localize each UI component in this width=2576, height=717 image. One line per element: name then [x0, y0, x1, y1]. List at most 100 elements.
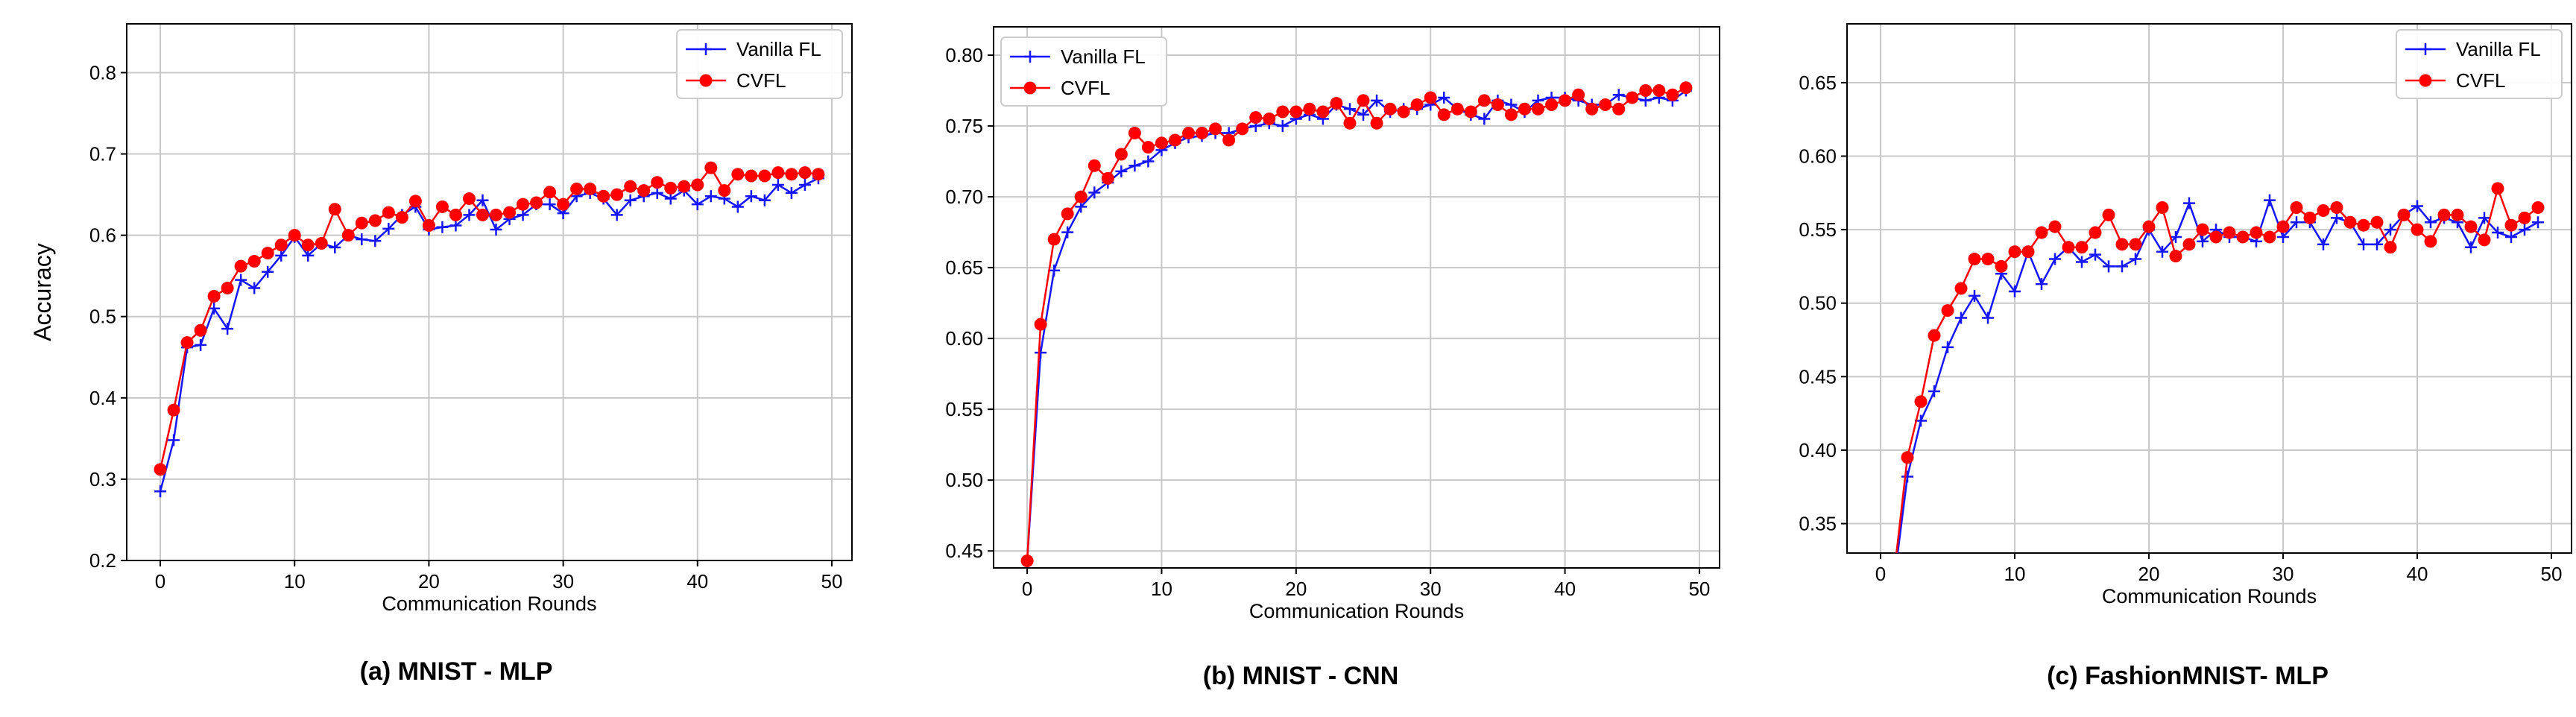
cvfl-point — [1612, 102, 1626, 116]
vanilla-fl-point — [1982, 312, 1994, 324]
legend-swatch-marker — [2419, 74, 2432, 87]
cvfl-point — [1289, 105, 1303, 119]
vanilla-fl-point — [1115, 165, 1128, 177]
cvfl-point — [2062, 241, 2075, 254]
legend-swatch-marker — [699, 74, 713, 87]
legend-label: CVFL — [1061, 77, 1110, 99]
cvfl-point — [1276, 105, 1289, 119]
vanilla-fl-point — [2425, 216, 2437, 229]
vanilla-fl-point — [2465, 241, 2477, 253]
vanilla-fl-point — [1128, 159, 1141, 172]
x-tick-label: 20 — [1285, 578, 1307, 600]
cvfl-point — [1196, 127, 1209, 140]
vanilla-fl-point — [1035, 347, 1047, 359]
vanilla-fl-point — [691, 198, 704, 211]
cvfl-point — [328, 203, 341, 216]
cvfl-point — [2518, 211, 2531, 224]
cvfl-point — [570, 182, 584, 195]
cvfl-point — [1263, 113, 1276, 126]
cvfl-point — [2021, 245, 2035, 259]
vanilla-fl-point — [221, 323, 234, 335]
vanilla-fl-point — [771, 179, 784, 191]
vanilla-fl-point — [798, 179, 811, 191]
vanilla-fl-point — [2009, 285, 2021, 297]
cvfl-point — [664, 181, 678, 195]
vanilla-fl-point — [2103, 260, 2115, 273]
plot-frame — [1846, 23, 2572, 554]
x-axis-label: Communication Rounds — [382, 593, 596, 615]
cvfl-point — [1532, 102, 1544, 116]
vanilla-fl-point — [1438, 92, 1450, 104]
cvfl-point — [167, 403, 180, 417]
cvfl-point — [2303, 211, 2317, 224]
cvfl-point — [2317, 203, 2330, 217]
cvfl-point — [758, 169, 771, 183]
vanilla-fl-point — [2492, 227, 2504, 239]
cvfl-point — [2451, 208, 2464, 221]
cvfl-point — [1518, 102, 1531, 116]
cvfl-point — [2223, 226, 2236, 239]
cvfl-point — [1875, 620, 1887, 633]
cvfl-point — [2075, 241, 2089, 254]
vanilla-fl-point — [2317, 238, 2329, 250]
cvfl-point — [1357, 94, 1370, 107]
vanilla-fl-point — [651, 186, 663, 199]
cvfl-point — [1639, 84, 1652, 98]
cvfl-point — [1370, 116, 1383, 130]
vanilla-fl-point — [195, 338, 207, 351]
y-tick-label: 0.60 — [945, 327, 983, 350]
x-axis-label: Communication Rounds — [1249, 600, 1464, 622]
cvfl-point — [274, 239, 288, 252]
vanilla-fl-point — [704, 190, 717, 203]
cvfl-point — [1410, 98, 1424, 112]
x-tick-label: 0 — [1875, 563, 1886, 585]
cvfl-point — [2196, 223, 2209, 236]
vanilla-fl-point — [1901, 470, 1913, 483]
cvfl-point — [1504, 108, 1518, 121]
x-tick-label: 40 — [2407, 563, 2428, 585]
vanilla-fl-point — [517, 209, 529, 221]
cvfl-point — [718, 184, 731, 198]
cvfl-point — [462, 192, 476, 206]
cvfl-point — [2263, 230, 2276, 244]
cvfl-point — [2250, 226, 2263, 239]
y-tick-label: 0.45 — [1799, 365, 1837, 388]
cvfl-point — [408, 195, 422, 208]
series-line-vanilla-fl — [159, 177, 819, 492]
y-tick-label: 0.50 — [1799, 292, 1837, 315]
cvfl-point — [341, 229, 355, 242]
vanilla-fl-point — [154, 485, 167, 498]
legend: Vanilla FL CVFL — [676, 29, 843, 99]
vanilla-fl-point — [369, 235, 382, 247]
vanilla-fl-point — [1875, 621, 1887, 633]
cvfl-point — [1599, 98, 1612, 112]
cvfl-point — [1901, 451, 1914, 464]
vanilla-fl-point — [664, 192, 677, 205]
x-tick-label: 10 — [2004, 563, 2026, 585]
cvfl-point — [2357, 218, 2370, 232]
y-tick-label: 0.50 — [945, 469, 983, 491]
vanilla-fl-point — [1142, 155, 1155, 168]
legend-label: CVFL — [2456, 69, 2505, 92]
cvfl-point — [1545, 98, 1559, 112]
x-tick-label: 0 — [155, 570, 165, 593]
cvfl-point — [1020, 554, 1034, 567]
cvfl-point — [1034, 318, 1047, 331]
vanilla-fl-point — [1061, 226, 1074, 239]
cvfl-point — [584, 182, 597, 195]
vanilla-fl-point — [2358, 238, 2370, 250]
chart-panel-2: 0 10 20 30 40 50 0.35 0.40 0.45 0.50 0.55 0.60 0.65 C… — [1799, 23, 2572, 633]
cvfl-point — [1236, 122, 1249, 136]
vanilla-fl-point — [1612, 89, 1625, 101]
chart-panel-1: 0 10 20 30 40 50 0.45 0.50 0.55 0.60 0.65 0.70 0.75 0… — [945, 26, 1720, 622]
vanilla-fl-point — [248, 282, 261, 294]
cvfl-point — [382, 206, 395, 219]
cvfl-point — [194, 323, 207, 337]
vanilla-fl-point — [2291, 216, 2302, 229]
vanilla-fl-point — [785, 186, 798, 199]
vanilla-fl-point — [2478, 212, 2490, 224]
cvfl-point — [1424, 91, 1437, 104]
cvfl-point — [1914, 395, 1928, 408]
cvfl-point — [1128, 127, 1141, 140]
y-tick-label: 0.6 — [89, 224, 116, 247]
